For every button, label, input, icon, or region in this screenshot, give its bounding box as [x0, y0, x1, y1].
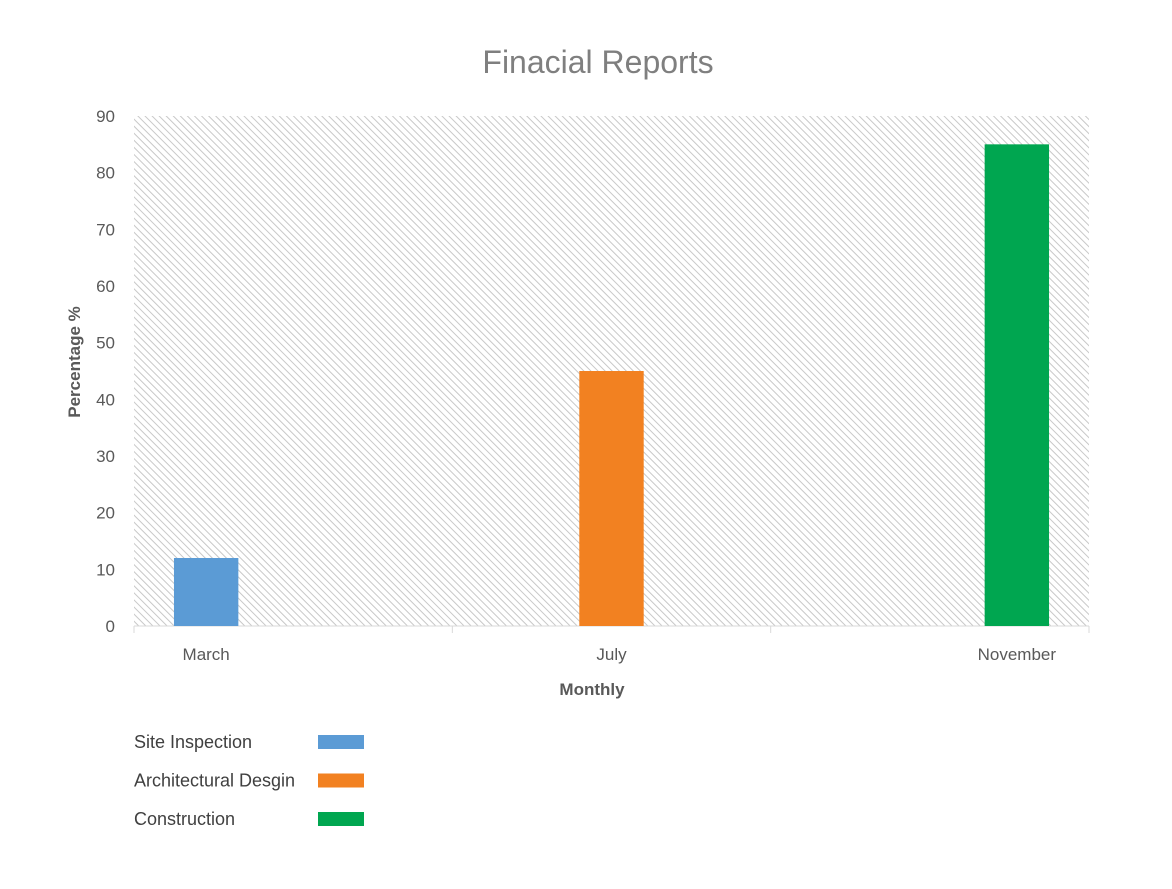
y-tick-label: 10 [96, 560, 115, 579]
y-tick-label: 50 [96, 334, 115, 353]
y-tick-label: 80 [96, 164, 115, 183]
x-tick-label: July [596, 645, 627, 664]
y-axis-title: Percentage % [65, 306, 84, 418]
y-tick-label: 70 [96, 220, 115, 239]
legend: Site Inspection Architectural Desgin Const… [134, 732, 364, 829]
legend-label: Construction [134, 809, 235, 829]
y-tick-label: 90 [96, 107, 115, 126]
legend-swatch [318, 812, 364, 826]
y-axis: 0 10 20 30 40 50 60 70 80 90 [96, 107, 115, 636]
x-tick-label: March [183, 645, 230, 664]
bar-november [984, 144, 1050, 627]
y-tick-label: 30 [96, 447, 115, 466]
legend-label: Site Inspection [134, 732, 252, 752]
bar-march [173, 558, 239, 626]
y-tick-label: 40 [96, 390, 115, 409]
x-axis-title: Monthly [559, 680, 625, 699]
y-tick-label: 60 [96, 277, 115, 296]
chart-title: Finacial Reports [482, 44, 713, 80]
bar-july [579, 371, 644, 626]
legend-label: Architectural Desgin [134, 771, 295, 791]
legend-swatch [318, 773, 364, 788]
legend-swatch [318, 735, 364, 749]
y-tick-label: 0 [106, 617, 115, 636]
y-tick-label: 20 [96, 504, 115, 523]
x-axis: March July November [133, 625, 1090, 664]
x-tick-label: November [978, 645, 1057, 664]
bars [173, 144, 1050, 627]
